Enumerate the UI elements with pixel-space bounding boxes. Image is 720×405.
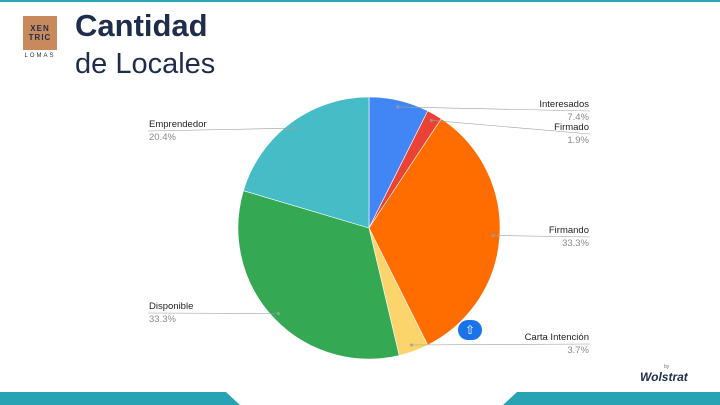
slice-label-firmado: Firmado	[554, 122, 589, 133]
logo-wordmark-top: XEN	[30, 24, 50, 33]
slice-label-interesados: Interesados	[539, 99, 589, 110]
logo-wordmark: XEN TRIC	[23, 24, 57, 42]
pie-slice-emprendedor	[243, 96, 370, 229]
slice-label-emprendedor: Emprendedor	[149, 119, 207, 130]
xentric-logo: XEN TRIC LOMAS	[21, 16, 59, 60]
top-accent-line	[0, 0, 720, 2]
page-title: Cantidad	[75, 8, 208, 43]
slice-percent-firmando: 33.3%	[562, 238, 589, 249]
slice-label-carta-intencion: Carta Intención	[525, 332, 589, 343]
pie-slices	[237, 96, 501, 360]
leader-dot-emprendedor	[293, 126, 297, 130]
leader-dot-firmado	[429, 118, 433, 122]
bottom-accent-left	[0, 392, 240, 405]
leader-line-firmado	[431, 120, 591, 135]
slice-percent-interesados: 7.4%	[567, 112, 589, 123]
slice-percent-carta-intencion: 3.7%	[567, 345, 589, 356]
bottom-accent-right	[503, 392, 720, 405]
pie-leader-lines	[147, 105, 591, 347]
logo-wordmark-bottom: TRIC	[28, 33, 52, 42]
leader-line-firmando	[493, 235, 591, 238]
slice-percent-disponible: 33.3%	[149, 314, 176, 325]
logo-sub: LOMAS	[24, 53, 56, 59]
leader-dot-carta-intencion	[409, 343, 414, 347]
brand-name: Wolstrat	[640, 370, 688, 384]
leader-line-emprendedor	[147, 127, 295, 132]
up-arrow-icon: ⇧	[464, 323, 476, 337]
leader-line-interesados	[397, 106, 591, 112]
pie-slice-disponible	[237, 190, 400, 360]
slice-label-disponible: Disponible	[149, 301, 193, 312]
slice-percent-emprendedor: 20.4%	[149, 132, 176, 143]
leader-line-disponible	[147, 312, 279, 314]
brand-by: by	[664, 364, 670, 370]
slice-label-firmando: Firmando	[549, 225, 589, 236]
leader-dot-interesados	[396, 105, 400, 109]
scroll-up-button[interactable]: ⇧	[458, 320, 482, 340]
logo-mark: XEN TRIC	[23, 16, 57, 50]
leader-dot-disponible	[276, 311, 281, 316]
slice-percent-firmado: 1.9%	[567, 135, 589, 146]
page-subtitle: de Locales	[75, 48, 216, 80]
leader-dot-firmando	[491, 233, 495, 237]
pie-slice-firmando	[368, 118, 501, 346]
leader-line-carta-intencion	[411, 343, 591, 346]
pie-labels: Interesados 7.4%Firmado 1.9% Firmando 33.3% C…	[149, 99, 590, 356]
